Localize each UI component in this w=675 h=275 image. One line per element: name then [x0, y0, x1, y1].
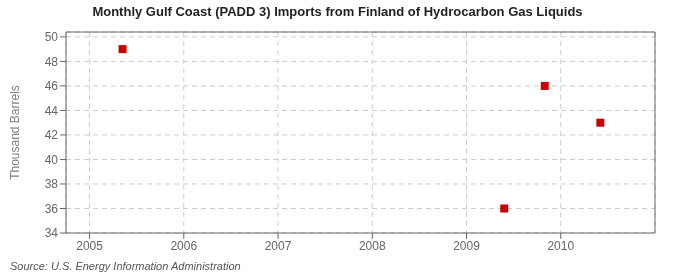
svg-text:36: 36: [45, 202, 59, 216]
svg-text:46: 46: [45, 79, 59, 93]
svg-text:44: 44: [45, 104, 59, 118]
svg-text:2005: 2005: [76, 239, 103, 253]
svg-text:40: 40: [45, 153, 59, 167]
svg-text:38: 38: [45, 177, 59, 191]
svg-text:Thousand Barrels: Thousand Barrels: [8, 85, 22, 180]
svg-text:42: 42: [45, 128, 59, 142]
svg-text:34: 34: [45, 226, 59, 240]
svg-text:48: 48: [45, 55, 59, 69]
html-text:Source: U.S. Energy Informatio: Source: U.S. Energy Information Administ…: [10, 260, 241, 272]
svg-text:2010: 2010: [547, 239, 574, 253]
html-text:Monthly Gulf Coast (PADD 3) Im: Monthly Gulf Coast (PADD 3) Imports from…: [92, 4, 583, 19]
svg-text:2006: 2006: [170, 239, 197, 253]
svg-text:50: 50: [45, 30, 59, 44]
svg-text:2008: 2008: [359, 239, 386, 253]
svg-text:2007: 2007: [265, 239, 292, 253]
svg-text:2009: 2009: [453, 239, 480, 253]
